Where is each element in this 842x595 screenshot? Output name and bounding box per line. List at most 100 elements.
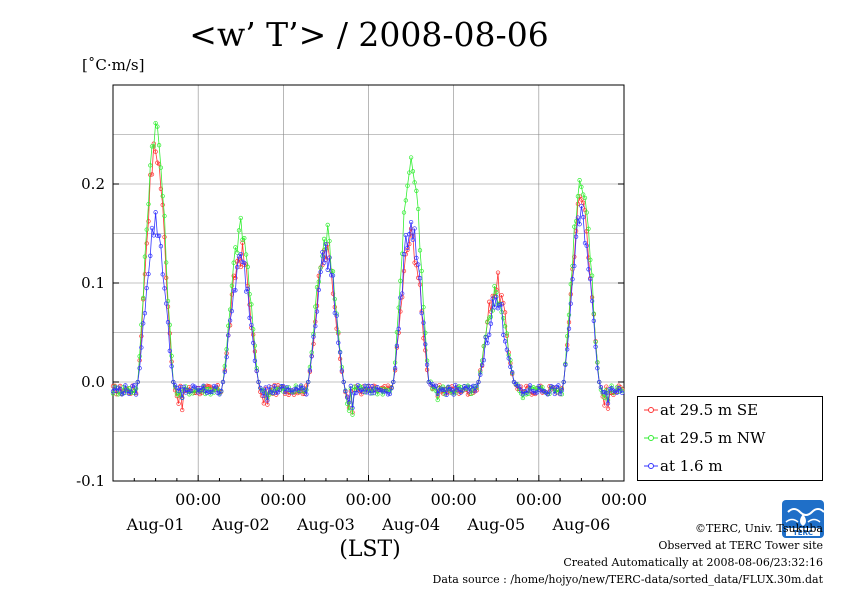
data-point [620,390,625,396]
data-point [332,296,337,302]
data-point [407,241,412,247]
data-point [419,268,424,274]
credit-copyright: ©TERC, Univ. Tsukuba [694,522,823,535]
data-point [392,366,398,371]
data-point [403,198,408,203]
data-point [169,353,174,359]
data-point [208,389,213,395]
data-point [444,392,449,397]
data-point [502,324,508,329]
series-line [112,121,623,415]
data-point [598,384,604,390]
data-point [476,379,481,385]
grid-lines [113,85,625,481]
data-point [148,253,153,258]
data-point [311,341,316,347]
legend-label-nw: at 29.5 m NW [660,429,766,447]
data-point [217,392,222,397]
data-point [433,383,439,388]
data-point [334,326,339,331]
data-point [133,392,139,397]
data-point [245,264,250,270]
data-point [229,308,235,314]
data-point [316,287,321,293]
data-point [581,192,586,197]
data-point [414,255,419,261]
data-point [460,387,465,393]
x-tick-date: Aug-02 [211,515,270,534]
data-point [506,356,511,361]
logo-text: TERC [793,529,813,537]
data-point [304,392,309,397]
terc-logo: TERC [782,500,825,538]
x-tick-time: 00:00 [431,490,477,509]
data-point [572,263,577,269]
data-point [369,384,375,389]
x-tick-date: Aug-06 [551,515,610,534]
data-point [581,200,586,205]
data-point [249,302,254,307]
data-point [410,169,416,174]
legend-marker-nw [644,435,658,441]
data-point [348,383,353,389]
data-point [222,369,227,375]
data-point [323,241,329,247]
data-point [247,315,252,320]
x-tick-date: Aug-01 [126,515,185,534]
data-point [286,387,291,393]
data-point [412,180,417,185]
data-point [579,197,584,202]
data-point [251,340,256,346]
data-point [265,398,270,403]
legend: at 29.5 m SE at 29.5 m NW at 1.6 m [637,396,823,481]
data-point [327,255,332,260]
data-point [233,288,238,293]
data-point [575,201,581,207]
credit-observed: Observed at TERC Tower site [658,539,823,552]
data-point [595,366,600,371]
data-point [155,233,160,238]
x-tick-time: 00:00 [345,490,391,509]
x-axis: 00:00 Aug-01 00:00 Aug-02 00:00 Aug-03 00:00 Au… [126,475,647,534]
data-point [162,213,167,219]
data-point [176,388,181,394]
data-point [401,252,407,257]
data-point [384,388,389,394]
data-point [556,383,561,388]
data-point [314,309,320,314]
data-point [494,294,499,299]
data-point [536,383,541,389]
data-point [149,225,155,231]
data-point [224,347,229,352]
data-point [164,275,169,280]
data-point [602,403,607,408]
data-point [132,383,137,388]
data-point [117,387,123,392]
data-point [156,143,162,148]
x-tick-time: 00:00 [260,490,306,509]
data-point [169,364,174,369]
data-point [479,362,485,367]
data-point [110,391,116,396]
data-point [400,291,405,296]
data-point [235,250,240,255]
data-point [408,219,414,225]
data-point [563,362,568,368]
data-point [135,379,140,385]
data-point [474,383,479,388]
data-point [258,385,263,391]
data-point [424,362,430,367]
data-point [183,384,188,389]
x-tick-time: 00:00 [516,490,562,509]
data-point [490,296,495,301]
data-point [350,405,355,411]
data-point [582,195,588,201]
data-point [320,249,325,255]
data-point [158,244,164,249]
data-point [559,388,565,393]
data-point [376,387,382,392]
legend-item-se: at 29.5 m SE [638,399,824,421]
data-point [428,382,433,387]
data-point [389,386,394,391]
